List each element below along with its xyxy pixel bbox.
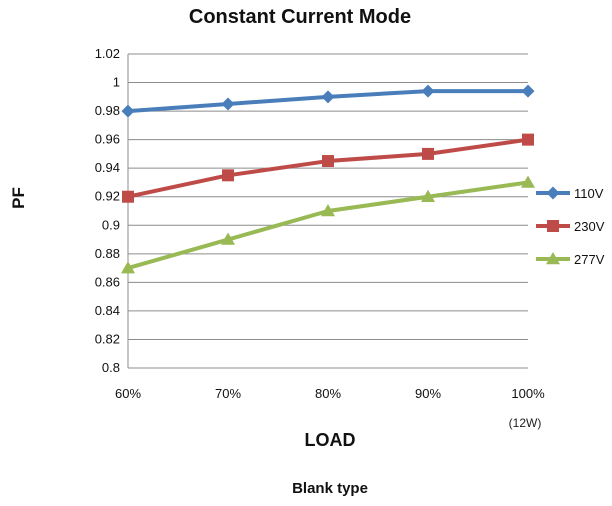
x-tick-label: 100% [511,386,545,401]
data-point-230V [222,169,234,182]
y-tick-label: 1 [113,75,120,90]
data-point-230V [522,133,534,146]
data-point-277V [321,204,335,217]
y-tick-label: 0.9 [102,217,120,232]
data-point-230V [322,155,334,168]
x-tick-label: 80% [315,386,341,401]
y-tick-label: 0.8 [102,360,120,375]
data-point-110V [221,97,235,111]
data-point-110V [321,90,335,104]
data-point-110V [421,84,435,98]
y-tick-label: 0.92 [95,189,120,204]
legend-label-277V: 277V [574,252,605,267]
y-tick-label: 0.96 [95,132,120,147]
x-axis-label: LOAD [304,430,356,450]
x-tick-label: 70% [215,386,241,401]
data-point-277V [121,261,135,274]
y-tick-label: 0.86 [95,274,120,289]
x-tick-label: 90% [415,386,441,401]
data-point-230V [122,190,134,203]
y-tick-label: 0.84 [95,303,120,318]
category-note: (12W) [508,416,542,430]
data-point-277V [421,189,435,202]
footer-caption: Blank type [292,480,368,497]
legend-marker-277V [546,252,560,265]
y-tick-label: 0.82 [95,331,120,346]
x-tick-label: 60% [115,386,141,401]
data-point-110V [121,104,135,118]
data-point-277V [221,232,235,245]
data-point-230V [422,147,434,160]
y-tick-label: 0.98 [95,103,120,118]
legend-label-230V: 230V [574,219,605,234]
chart-title: Constant Current Mode [188,6,412,28]
data-point-277V [521,175,535,188]
data-point-110V [521,84,535,98]
y-tick-label: 0.88 [95,246,120,261]
legend-marker-110V [546,186,560,200]
y-tick-label: 0.94 [95,160,120,175]
y-tick-label: 1.02 [95,46,120,61]
legend-marker-230V [547,220,559,232]
legend-label-110V: 110V [574,186,604,201]
